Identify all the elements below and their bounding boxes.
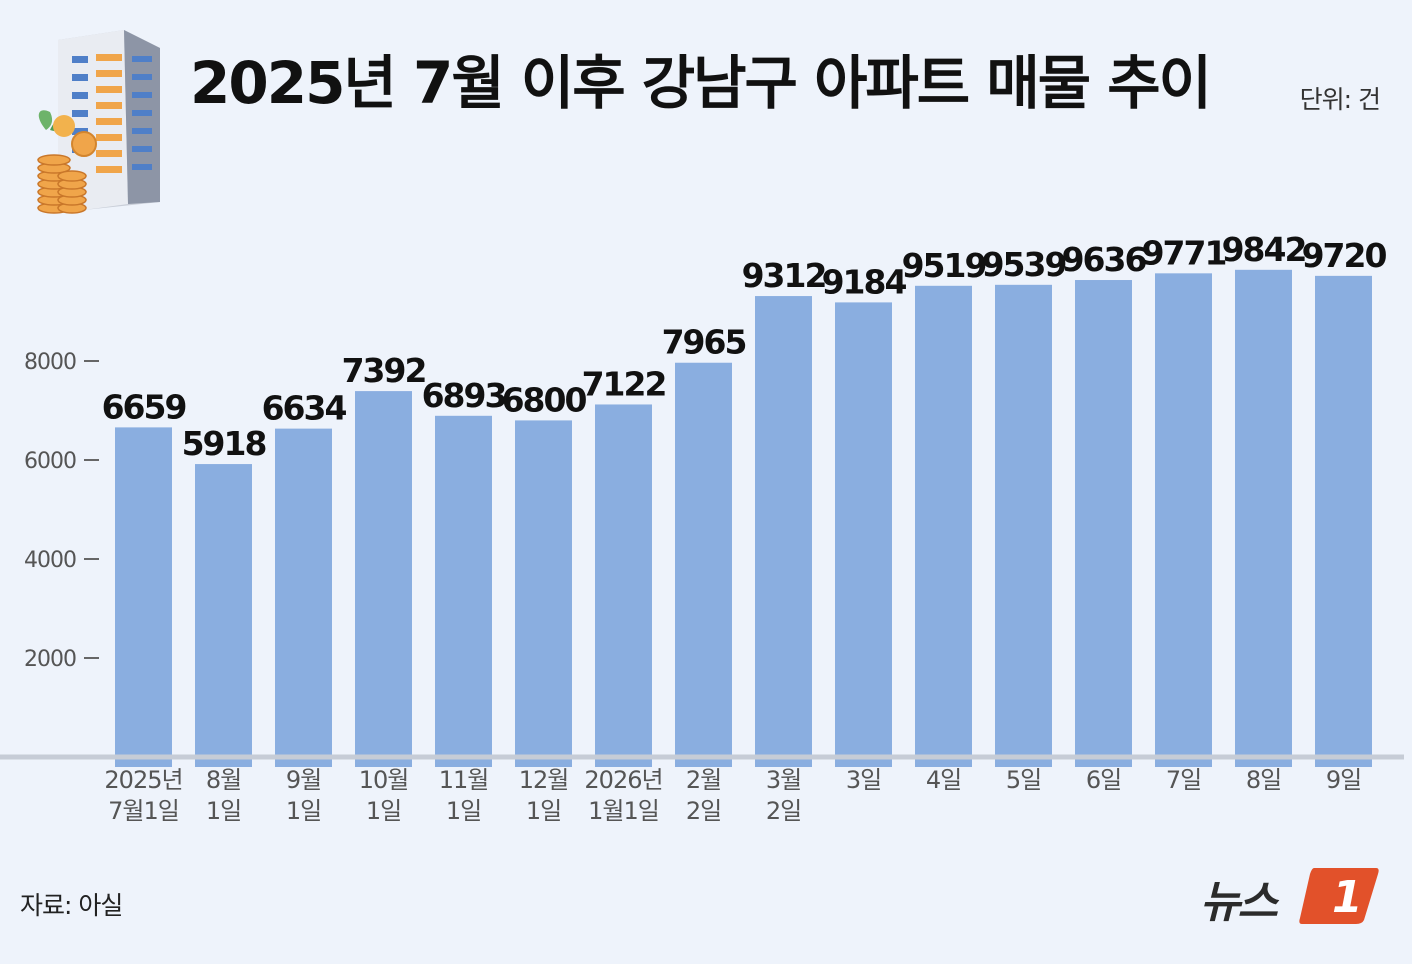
x-tick-label: 1일 <box>446 797 481 825</box>
bar-value-label: 9771 <box>1142 233 1226 272</box>
x-tick-label: 1월1일 <box>588 797 659 825</box>
bar-value-label: 9519 <box>902 246 986 285</box>
x-tick-label: 12월 <box>519 766 569 794</box>
x-tick-label: 7일 <box>1166 766 1201 794</box>
y-tick-label: 6000 <box>24 449 76 474</box>
bar-value-label: 6634 <box>262 389 347 428</box>
bar-value-label: 9720 <box>1302 236 1387 275</box>
x-tick-label: 1일 <box>526 797 561 825</box>
x-tick-label: 1일 <box>366 797 401 825</box>
bar <box>1235 269 1292 767</box>
logo-mark-icon: 1 <box>1299 868 1379 924</box>
bar <box>835 302 892 767</box>
bar-value-label: 7965 <box>662 323 746 362</box>
y-tick-label: 8000 <box>24 350 76 375</box>
x-tick-label: 3일 <box>846 766 881 794</box>
chart-title: 2025년 7월 이후 강남구 아파트 매물 추이 <box>190 49 1212 117</box>
x-tick-label: 11월 <box>439 766 489 794</box>
x-tick-label: 2일 <box>766 797 801 825</box>
bar <box>1315 275 1372 767</box>
x-tick-label: 2일 <box>686 797 721 825</box>
x-tick-label: 9일 <box>1326 766 1361 794</box>
bar <box>435 415 492 767</box>
x-tick-label: 10월 <box>359 766 409 794</box>
x-tick-label: 1일 <box>286 797 321 825</box>
x-tick-label: 3월 <box>766 766 801 794</box>
x-tick-label: 6일 <box>1086 766 1121 794</box>
bar <box>995 284 1052 767</box>
bar <box>1075 280 1132 767</box>
x-tick-label: 8일 <box>1246 766 1281 794</box>
bar <box>915 285 972 767</box>
bar <box>195 464 252 767</box>
x-tick-label: 8월 <box>206 766 241 794</box>
bar-value-label: 6893 <box>422 376 506 415</box>
x-tick-label: 4일 <box>926 766 961 794</box>
logo-text: 뉴스 <box>1200 877 1278 928</box>
y-tick-label: 4000 <box>24 548 76 573</box>
source-note: 자료: 아실 <box>20 891 123 920</box>
bar-value-label: 7122 <box>582 364 666 403</box>
bar-value-label: 9539 <box>982 245 1066 284</box>
apartment-coins-illustration <box>37 30 160 214</box>
x-tick-label: 7월1일 <box>108 797 179 825</box>
y-axis: 2000 4000 6000 8000 <box>24 350 99 672</box>
x-tick-label: 2025년 <box>104 766 182 794</box>
bar <box>115 427 172 767</box>
x-tick-label: 5일 <box>1006 766 1041 794</box>
bar-value-label: 9312 <box>742 256 826 295</box>
bar-value-label: 5918 <box>182 424 266 463</box>
x-tick-label: 9월 <box>286 766 321 794</box>
y-tick-label: 2000 <box>24 647 76 672</box>
bar <box>1155 273 1212 767</box>
bar <box>355 391 412 767</box>
x-axis-labels: 2025년 7월1일 8월 1일 9월 1일 10월 1일 11월 1일 12월 1일 2026년 1월1… <box>104 766 1362 825</box>
bar <box>755 296 812 767</box>
news1-logo: 뉴스 1 <box>1200 860 1390 930</box>
bar-value-label: 6659 <box>102 387 186 426</box>
bar <box>675 362 732 767</box>
bar <box>595 404 652 767</box>
bar-value-label: 9184 <box>822 262 907 301</box>
x-tick-label: 1일 <box>206 797 241 825</box>
unit-label: 단위: 건 <box>1299 85 1381 114</box>
bar <box>515 420 572 767</box>
x-tick-label: 2026년 <box>584 766 662 794</box>
bar-value-label: 6800 <box>502 380 587 419</box>
logo-mark-digit: 1 <box>1332 872 1363 923</box>
bar-value-label: 9636 <box>1062 240 1147 279</box>
x-tick-label: 2월 <box>686 766 721 794</box>
bar-value-label: 7392 <box>342 351 426 390</box>
bar-value-label: 9842 <box>1222 230 1306 269</box>
bar <box>275 428 332 767</box>
